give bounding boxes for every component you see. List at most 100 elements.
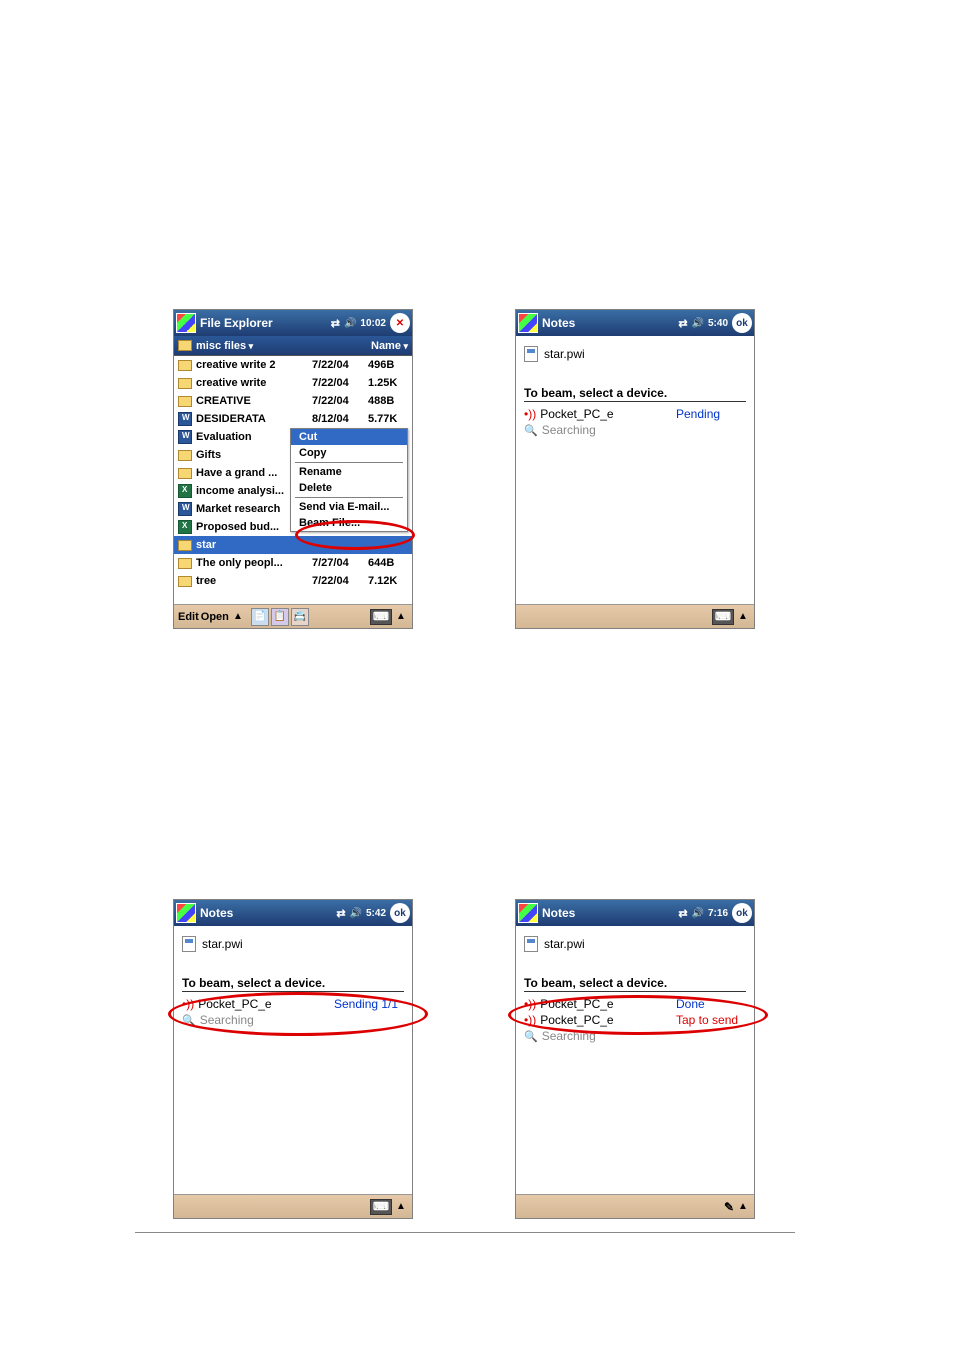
file-row[interactable]: DESIDERATA8/12/045.77K <box>174 410 412 428</box>
section-label: To beam, select a device. <box>182 976 404 992</box>
excel-icon <box>178 520 192 534</box>
file-icon <box>182 936 196 952</box>
keyboard-icon[interactable] <box>712 609 734 625</box>
menu-separator <box>295 462 403 463</box>
device-row[interactable]: Pocket_PC_eSending 1/1 <box>182 996 404 1012</box>
device-name: Searching <box>542 423 676 437</box>
notes-pending-screen: Notes 5:40 ok star.pwi To beam, select a… <box>515 309 755 629</box>
tool-icon-2[interactable]: 📋 <box>271 608 289 626</box>
file-date: 7/22/04 <box>312 359 368 371</box>
clock: 5:42 <box>366 908 386 919</box>
sip-arrow[interactable]: ▲ <box>394 611 408 622</box>
device-name: Searching <box>542 1029 676 1043</box>
word-icon <box>178 412 192 426</box>
file-row[interactable]: CREATIVE7/22/04488B <box>174 392 412 410</box>
folder-icon <box>178 558 192 569</box>
bottombar: Edit Open ▲ 📄 📋 📇 ▲ <box>174 604 412 628</box>
file-size: 644B <box>368 557 408 569</box>
start-icon[interactable] <box>176 313 196 333</box>
ok-button[interactable]: ok <box>732 313 752 333</box>
file-name: star.pwi <box>544 937 585 951</box>
connectivity-icon[interactable] <box>331 317 340 330</box>
file-row[interactable]: creative write 27/22/04496B <box>174 356 412 374</box>
tool-icon-1[interactable]: 📄 <box>251 608 269 626</box>
titlebar: Notes 5:40 ok <box>516 310 754 336</box>
open-menu[interactable]: Open <box>201 611 229 623</box>
device-status: Done <box>676 997 746 1011</box>
file-row[interactable]: The only peopl...7/27/04644B <box>174 554 412 572</box>
device-row[interactable]: Pocket_PC_eDone <box>524 996 746 1012</box>
keyboard-icon[interactable] <box>370 1199 392 1215</box>
file-size: 7.12K <box>368 575 408 587</box>
file-name: CREATIVE <box>196 395 312 407</box>
edit-menu[interactable]: Edit <box>178 611 199 623</box>
start-icon[interactable] <box>518 903 538 923</box>
menu-item[interactable]: Delete <box>291 480 407 496</box>
status-icons: 5:42 <box>336 907 386 920</box>
file-row[interactable]: star <box>174 536 412 554</box>
sort-dropdown[interactable]: Name <box>371 340 408 352</box>
word-icon <box>178 430 192 444</box>
file-row[interactable]: tree7/22/047.12K <box>174 572 412 590</box>
pencil-icon[interactable] <box>724 1200 734 1214</box>
device-row[interactable]: Pocket_PC_eTap to send <box>524 1012 746 1028</box>
connectivity-icon[interactable] <box>678 317 687 330</box>
notes-sending-screen: Notes 5:42 ok star.pwi To beam, select a… <box>173 899 413 1219</box>
device-row[interactable]: Searching <box>524 422 746 438</box>
device-status: Tap to send <box>676 1013 746 1027</box>
connectivity-icon[interactable] <box>336 907 345 920</box>
menu-item[interactable]: Rename <box>291 464 407 480</box>
section-label: To beam, select a device. <box>524 386 746 402</box>
sound-icon[interactable] <box>344 318 356 329</box>
file-size: 1.25K <box>368 377 408 389</box>
titlebar: File Explorer 10:02 <box>174 310 412 336</box>
start-icon[interactable] <box>518 313 538 333</box>
bottombar: ▲ <box>516 1194 754 1218</box>
folder-icon <box>178 360 192 371</box>
file-date: 7/22/04 <box>312 377 368 389</box>
menu-item[interactable]: Beam File... <box>291 515 407 531</box>
sip-arrow[interactable]: ▲ <box>736 611 750 622</box>
excel-icon <box>178 484 192 498</box>
sound-icon[interactable] <box>692 318 704 329</box>
tool-icon-3[interactable]: 📇 <box>291 608 309 626</box>
keyboard-icon[interactable] <box>370 609 392 625</box>
bottombar: ▲ <box>174 1194 412 1218</box>
infrared-icon <box>524 1013 536 1027</box>
menu-item[interactable]: Copy <box>291 445 407 461</box>
folder-header: misc files Name <box>174 336 412 356</box>
file-size: 488B <box>368 395 408 407</box>
ok-button[interactable]: ok <box>732 903 752 923</box>
file-name: creative write <box>196 377 312 389</box>
sip-arrow[interactable]: ▲ <box>736 1201 750 1212</box>
file-date: 7/22/04 <box>312 575 368 587</box>
sound-icon[interactable] <box>692 908 704 919</box>
device-list: Pocket_PC_ePendingSearching <box>524 406 746 438</box>
sound-icon[interactable] <box>350 908 362 919</box>
connectivity-icon[interactable] <box>678 907 687 920</box>
clock: 10:02 <box>360 318 386 329</box>
app-title: Notes <box>542 906 678 920</box>
file-row[interactable]: creative write7/22/041.25K <box>174 374 412 392</box>
folder-icon <box>178 378 192 389</box>
menu-item[interactable]: Cut <box>291 429 407 445</box>
up-arrow-icon[interactable]: ▲ <box>231 611 245 622</box>
device-row[interactable]: Searching <box>182 1012 404 1028</box>
ok-button[interactable]: ok <box>390 903 410 923</box>
device-row[interactable]: Pocket_PC_ePending <box>524 406 746 422</box>
device-row[interactable]: Searching <box>524 1028 746 1044</box>
folder-dropdown[interactable]: misc files <box>196 340 253 352</box>
menu-separator <box>295 497 403 498</box>
app-title: File Explorer <box>200 316 331 330</box>
titlebar: Notes 5:42 ok <box>174 900 412 926</box>
close-button[interactable] <box>390 313 410 333</box>
sip-arrow[interactable]: ▲ <box>394 1201 408 1212</box>
file-name: star <box>196 539 312 551</box>
folder-icon <box>178 540 192 551</box>
menu-item[interactable]: Send via E-mail... <box>291 499 407 515</box>
device-list: Pocket_PC_eDonePocket_PC_eTap to sendSea… <box>524 996 746 1044</box>
file-icon <box>524 936 538 952</box>
start-icon[interactable] <box>176 903 196 923</box>
horizontal-rule <box>135 1232 795 1233</box>
device-name: Pocket_PC_e <box>540 997 676 1011</box>
